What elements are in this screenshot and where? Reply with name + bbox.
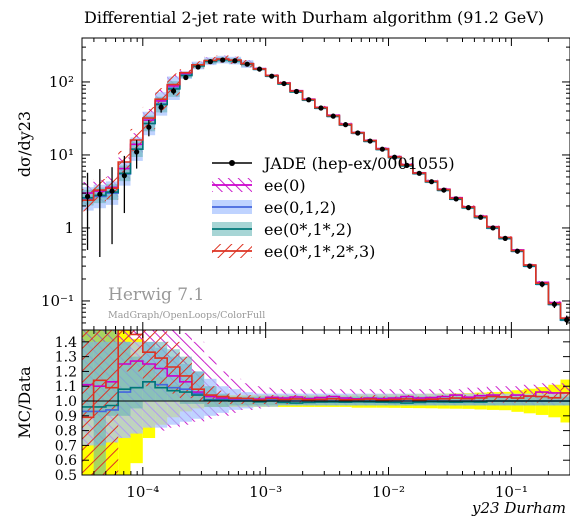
main-plot: 10⁻¹ 1 10¹ 10² dσ/dy23 Herwig 7.1 MadGraph/Ope… <box>15 37 570 331</box>
y-tick-label: 1.0 <box>55 394 77 410</box>
ratio-frame <box>81 329 570 476</box>
ratio-band-bin <box>560 386 570 403</box>
data-point <box>244 61 250 67</box>
data-point <box>379 146 385 152</box>
data-point <box>306 97 312 103</box>
legend-label: ee(0,1,2) <box>264 198 336 217</box>
data-point <box>109 188 115 194</box>
ratio-band-bin <box>191 371 205 402</box>
legend: JADE (hep-ex/0001055) ee(0) ee(0,1,2) ee(0*… <box>212 154 455 261</box>
y-tick-label: 1.2 <box>55 364 77 380</box>
data-point <box>416 170 422 176</box>
legend-marker <box>229 160 235 166</box>
watermark-subtitle: MadGraph/OpenLoops/ColorFull <box>108 310 265 321</box>
data-point <box>97 191 103 197</box>
data-point <box>158 104 164 110</box>
y-tick-label: 1.4 <box>55 335 77 351</box>
data-point <box>428 179 435 185</box>
data-point <box>367 138 373 144</box>
data-point <box>478 214 484 220</box>
ratio-plot-area <box>82 330 570 475</box>
x-tick-label: 10⁻⁴ <box>126 483 159 501</box>
mc-line <box>82 58 570 319</box>
data-point <box>207 59 213 65</box>
y-tick-label: 0.7 <box>55 438 77 454</box>
data-point <box>195 64 201 70</box>
data-point <box>84 193 91 200</box>
data-point <box>170 88 177 94</box>
data-point <box>269 73 275 79</box>
y-tick-label: 10¹ <box>49 146 74 164</box>
main-plot-area <box>82 55 570 325</box>
data-point <box>539 281 545 287</box>
data-point <box>342 122 349 128</box>
y-tick-label: 10² <box>49 73 74 91</box>
data-point <box>514 248 521 254</box>
chart-title: Differential 2-jet rate with Durham algo… <box>84 8 544 27</box>
data-point <box>183 74 189 81</box>
data-point <box>134 149 140 155</box>
data-point <box>281 80 287 87</box>
legend-label: ee(0) <box>264 176 306 195</box>
ratio-line <box>82 330 570 419</box>
data-point <box>220 57 226 63</box>
data-point <box>453 196 459 202</box>
x-tick-label: 10⁻¹ <box>495 483 528 501</box>
data-point <box>441 187 447 193</box>
ratio-band-bin <box>179 356 192 399</box>
ratio-band-bin <box>93 330 106 475</box>
y-axis-label: dσ/dy23 <box>15 111 34 177</box>
data-point <box>330 113 336 119</box>
y-tick-label: 0.8 <box>55 424 77 440</box>
ratio-band-bin <box>118 330 131 372</box>
y-tick-label: 10⁻¹ <box>41 292 74 310</box>
ratio-band-bin <box>82 330 94 475</box>
y-tick-label: 0.6 <box>55 453 77 469</box>
x-tick-label: 10⁻² <box>372 483 405 501</box>
y-tick-label: 1.1 <box>55 379 77 395</box>
y-tick-label: 0.9 <box>55 409 77 425</box>
mc-line <box>82 58 570 319</box>
ratio-band-bin <box>105 330 119 475</box>
data-point <box>502 235 508 241</box>
y-tick-label: 1 <box>64 219 74 237</box>
y-tick-label: 1.3 <box>55 350 77 366</box>
data-point <box>465 205 472 211</box>
data-point <box>391 154 398 160</box>
data-point <box>490 225 496 231</box>
x-axis-label: y23 Durham <box>471 499 566 517</box>
data-point <box>256 66 263 72</box>
legend-label: JADE (hep-ex/0001055) <box>262 154 455 173</box>
ratio-axis-label: MC/Data <box>15 366 34 439</box>
x-tick-label: 10⁻³ <box>249 483 282 501</box>
data-point <box>146 124 152 130</box>
legend-label: ee(0*,1*,2) <box>264 220 352 239</box>
data-point <box>527 263 533 269</box>
legend-label: ee(0*,1*,2*,3) <box>264 242 375 261</box>
ratio-plot: 10⁻⁴ 10⁻³ 10⁻² 10⁻¹ 0.50.60.70.80.91.01.11.2… <box>15 329 570 517</box>
ratio-band-bin <box>142 330 156 387</box>
data-point <box>293 88 300 95</box>
data-point <box>551 301 558 307</box>
data-point <box>404 162 410 168</box>
ratio-line <box>82 381 570 408</box>
data-point <box>121 173 127 179</box>
data-point <box>232 58 238 64</box>
y-tick-label: 0.5 <box>55 468 77 484</box>
data-point <box>318 105 324 111</box>
data-point <box>564 317 570 323</box>
ratio-band-bin <box>130 330 143 372</box>
data-point <box>355 130 361 136</box>
ratio-line <box>82 360 570 400</box>
watermark-title: Herwig 7.1 <box>108 285 204 305</box>
